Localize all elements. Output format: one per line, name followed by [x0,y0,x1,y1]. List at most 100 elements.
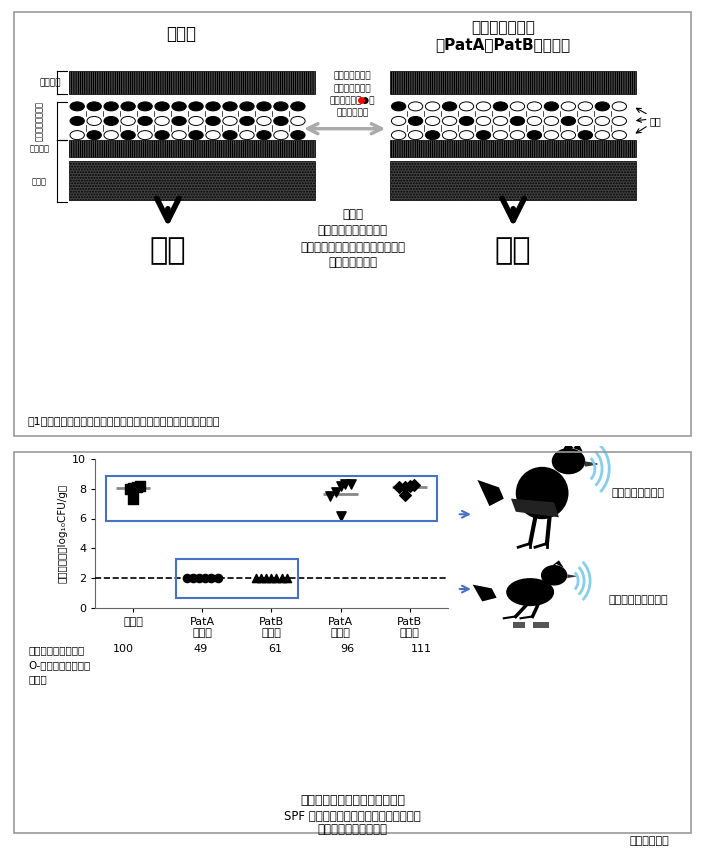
Text: バイオフィルム形成能: バイオフィルム形成能 [317,224,388,237]
Circle shape [578,102,592,110]
Point [409,479,420,492]
Bar [106,476,437,522]
Circle shape [290,116,305,126]
Text: 49: 49 [194,643,208,654]
Circle shape [155,102,169,110]
Circle shape [477,102,491,110]
Point [335,508,346,522]
Circle shape [561,131,575,139]
Point [399,479,410,493]
Circle shape [408,116,423,126]
Circle shape [544,102,558,110]
Circle shape [240,116,255,126]
Polygon shape [472,585,496,602]
Point [131,480,142,494]
Text: に対する抵抗性: に対する抵抗性 [328,256,377,269]
Bar [176,558,298,598]
Circle shape [425,102,440,110]
Circle shape [544,131,558,139]
Point [345,477,357,490]
Circle shape [561,116,575,126]
Circle shape [189,116,203,126]
Circle shape [527,102,541,110]
Circle shape [138,102,152,110]
Text: 正常: 正常 [149,236,186,265]
Point [188,571,199,585]
Text: 欠損株は糖鎖の: 欠損株は糖鎖の [333,84,372,93]
Point [335,479,346,493]
Text: SPF 鶏ヒナに感染後２週目の盲腸内菌数: SPF 鶏ヒナに感染後２週目の盲腸内菌数 [284,809,421,823]
Point [200,571,211,585]
Circle shape [541,565,568,586]
Circle shape [87,131,102,139]
Circle shape [493,102,508,110]
Circle shape [544,116,558,126]
Polygon shape [513,622,525,627]
Point [256,571,267,585]
Circle shape [460,131,474,139]
Circle shape [172,102,186,110]
Circle shape [493,131,508,139]
Text: （PatA、PatB）欠損株: （PatA、PatB）欠損株 [436,37,570,53]
Y-axis label: 盲腸内菌数（log₁₀CFU/g）: 盲腸内菌数（log₁₀CFU/g） [58,484,68,583]
Circle shape [104,116,118,126]
Circle shape [223,116,237,126]
Circle shape [425,116,440,126]
Circle shape [408,102,423,110]
Circle shape [493,116,508,126]
Point [128,492,139,506]
Text: （岩田剛敏）: （岩田剛敏） [630,836,670,846]
Circle shape [70,116,85,126]
Circle shape [87,102,102,110]
Circle shape [121,102,135,110]
Circle shape [510,131,525,139]
Polygon shape [477,480,504,506]
Circle shape [595,116,610,126]
Circle shape [477,116,491,126]
Circle shape [442,102,457,110]
Text: 細胞内膜: 細胞内膜 [30,144,49,153]
Circle shape [595,131,610,139]
Circle shape [223,102,237,110]
Circle shape [172,131,186,139]
Bar [390,161,637,200]
Text: 61: 61 [268,643,282,654]
Circle shape [527,116,541,126]
Circle shape [104,102,118,110]
Circle shape [612,131,627,139]
Text: 図２　供試菌株の鶏腸管定着性: 図２ 供試菌株の鶏腸管定着性 [300,794,405,808]
Circle shape [510,102,525,110]
Text: 運動性: 運動性 [342,208,363,221]
Point [266,571,277,585]
Circle shape [206,131,220,139]
Point [250,571,262,585]
Circle shape [206,102,220,110]
Text: 野生株: 野生株 [166,26,197,43]
Point [281,571,293,585]
Circle shape [121,116,135,126]
Polygon shape [585,462,597,466]
Point [271,571,282,585]
Text: ペプチドグリカンの: ペプチドグリカンの [28,645,85,655]
Text: O-アセチル化レベル: O-アセチル化レベル [28,660,90,670]
Point [324,490,336,503]
Bar [68,140,315,156]
Text: 111: 111 [410,643,431,654]
Circle shape [155,116,169,126]
Circle shape [70,131,85,139]
Polygon shape [564,440,583,452]
Polygon shape [511,499,559,518]
Text: 細胞外膜: 細胞外膜 [39,78,61,88]
Point [399,488,410,502]
Circle shape [257,116,271,126]
Circle shape [138,131,152,139]
Circle shape [460,116,474,126]
Circle shape [240,131,255,139]
Circle shape [612,116,627,126]
Circle shape [595,102,610,110]
Text: 100: 100 [113,643,134,654]
Polygon shape [532,622,549,627]
Circle shape [155,131,169,139]
Point [340,478,351,491]
Circle shape [578,131,592,139]
